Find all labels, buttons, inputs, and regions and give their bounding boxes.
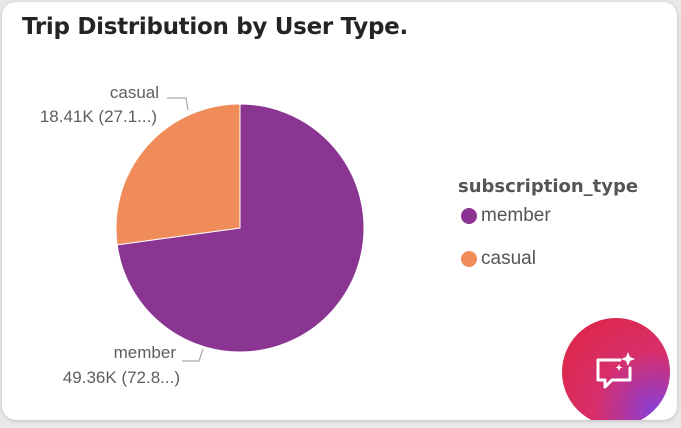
- copilot-chat-sparkle-icon: [596, 352, 635, 389]
- pie-chart: casual 18.41K (27.1...) member 49.36K (7…: [40, 83, 365, 387]
- legend-label-member: member: [481, 205, 551, 226]
- legend-dot-casual: [461, 251, 477, 267]
- chart-title: Trip Distribution by User Type.: [22, 14, 408, 40]
- legend-item-member[interactable]: member: [458, 205, 638, 227]
- member-leader-line: [182, 348, 204, 362]
- pie-slice-member[interactable]: [116, 103, 365, 353]
- copilot-button[interactable]: [562, 318, 670, 420]
- legend: subscription_type member casual: [458, 176, 638, 291]
- casual-slice-value-label: 18.41K (27.1...): [40, 107, 157, 126]
- legend-dot-member: [461, 208, 477, 224]
- member-slice-label: member: [114, 343, 177, 362]
- legend-title: subscription_type: [458, 176, 639, 197]
- legend-item-casual[interactable]: casual: [458, 248, 638, 270]
- member-slice-value-label: 49.36K (72.8...): [63, 368, 180, 387]
- casual-leader-line: [167, 97, 189, 111]
- casual-slice-label: casual: [110, 83, 159, 102]
- visual-card: Trip Distribution by User Type. casual 1…: [2, 2, 677, 420]
- legend-label-casual: casual: [481, 248, 536, 269]
- pie-slice-casual[interactable]: [115, 103, 241, 246]
